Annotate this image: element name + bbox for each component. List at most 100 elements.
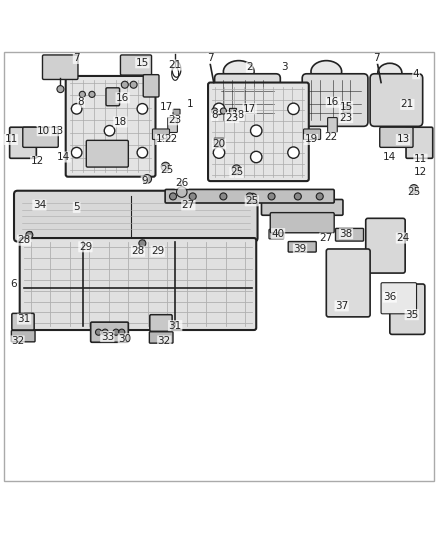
FancyBboxPatch shape (288, 241, 316, 252)
FancyBboxPatch shape (143, 75, 159, 97)
Text: 12: 12 (31, 156, 44, 166)
FancyBboxPatch shape (165, 189, 334, 203)
Text: 7: 7 (207, 53, 214, 63)
Text: 14: 14 (57, 152, 70, 162)
Text: 37: 37 (335, 301, 348, 311)
Text: 22: 22 (324, 132, 337, 142)
Text: 7: 7 (373, 53, 380, 63)
Circle shape (130, 81, 137, 88)
Text: 15: 15 (339, 102, 353, 111)
Circle shape (288, 103, 299, 115)
FancyBboxPatch shape (370, 74, 423, 126)
Text: 20: 20 (212, 139, 226, 149)
Circle shape (268, 193, 275, 200)
Text: 22: 22 (164, 134, 177, 144)
Text: 13: 13 (50, 126, 64, 136)
Text: 8: 8 (211, 110, 218, 120)
Text: 3: 3 (281, 62, 288, 72)
Circle shape (89, 91, 95, 98)
Text: 23: 23 (226, 112, 239, 123)
FancyBboxPatch shape (406, 127, 433, 158)
Ellipse shape (378, 63, 402, 83)
FancyBboxPatch shape (215, 74, 280, 126)
FancyBboxPatch shape (91, 322, 128, 342)
Text: 12: 12 (414, 167, 427, 177)
Circle shape (95, 329, 102, 335)
Text: 21: 21 (401, 100, 414, 109)
Circle shape (119, 329, 125, 335)
Circle shape (288, 147, 299, 158)
Text: 35: 35 (405, 310, 418, 320)
Text: 25: 25 (407, 187, 420, 197)
FancyBboxPatch shape (366, 219, 405, 273)
Text: 28: 28 (18, 235, 31, 245)
Circle shape (143, 174, 152, 183)
Circle shape (137, 147, 148, 158)
Text: 26: 26 (175, 178, 188, 188)
Text: 17: 17 (160, 102, 173, 111)
Text: 32: 32 (158, 336, 171, 346)
Circle shape (220, 193, 227, 200)
FancyBboxPatch shape (270, 213, 334, 233)
Text: 25: 25 (160, 165, 173, 175)
Circle shape (220, 108, 226, 114)
FancyBboxPatch shape (343, 107, 350, 112)
FancyBboxPatch shape (11, 330, 35, 342)
FancyBboxPatch shape (380, 127, 413, 147)
FancyBboxPatch shape (336, 229, 364, 241)
FancyBboxPatch shape (120, 55, 152, 75)
Text: 29: 29 (151, 246, 164, 256)
Circle shape (212, 108, 218, 114)
Circle shape (177, 187, 187, 197)
Circle shape (161, 162, 170, 171)
Text: 33: 33 (101, 332, 114, 342)
Text: 27: 27 (320, 233, 333, 243)
Circle shape (232, 165, 241, 174)
FancyBboxPatch shape (23, 127, 58, 147)
Text: 11: 11 (414, 154, 427, 164)
FancyBboxPatch shape (261, 199, 343, 215)
Circle shape (104, 125, 115, 136)
FancyBboxPatch shape (14, 191, 258, 241)
Text: 1: 1 (187, 100, 194, 109)
FancyBboxPatch shape (390, 284, 425, 334)
FancyBboxPatch shape (20, 238, 256, 330)
FancyBboxPatch shape (150, 314, 172, 332)
Text: 40: 40 (272, 229, 285, 239)
FancyBboxPatch shape (269, 229, 284, 239)
Circle shape (113, 329, 119, 335)
Text: 9: 9 (141, 176, 148, 186)
Circle shape (294, 193, 301, 200)
Circle shape (251, 151, 262, 163)
Text: 5: 5 (73, 203, 80, 212)
Circle shape (79, 91, 85, 98)
Text: 13: 13 (396, 134, 410, 144)
Text: 17: 17 (243, 104, 256, 114)
Circle shape (139, 240, 146, 247)
Text: 25: 25 (245, 196, 258, 206)
Circle shape (248, 193, 257, 202)
FancyBboxPatch shape (10, 127, 36, 158)
Text: 27: 27 (182, 200, 195, 210)
FancyBboxPatch shape (208, 83, 309, 181)
Circle shape (189, 193, 196, 200)
Text: 7: 7 (73, 53, 80, 63)
Circle shape (213, 103, 225, 115)
Text: 34: 34 (33, 200, 46, 210)
Text: 14: 14 (383, 152, 396, 162)
Text: 32: 32 (11, 336, 24, 346)
Circle shape (102, 329, 108, 335)
Circle shape (410, 184, 418, 193)
Text: 23: 23 (339, 112, 353, 123)
Circle shape (26, 231, 33, 238)
Text: 18: 18 (232, 110, 245, 120)
Circle shape (137, 103, 148, 114)
FancyBboxPatch shape (168, 118, 177, 133)
Text: 16: 16 (116, 93, 129, 103)
Text: 21: 21 (169, 60, 182, 70)
Circle shape (71, 103, 82, 114)
Text: 6: 6 (10, 279, 17, 289)
Circle shape (251, 125, 262, 136)
Text: 24: 24 (396, 233, 410, 243)
FancyBboxPatch shape (381, 282, 417, 314)
